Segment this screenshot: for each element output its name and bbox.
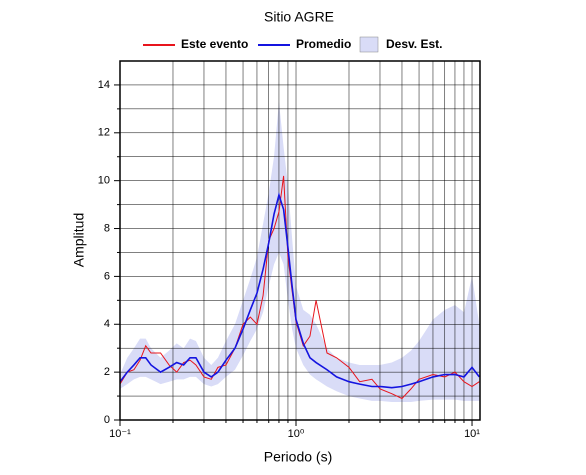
legend-label: Este evento	[181, 37, 248, 51]
chart-title: Sitio AGRE	[264, 9, 334, 25]
x-tick-label: 10⁻¹	[109, 428, 131, 440]
y-tick-label: 14	[98, 79, 110, 91]
legend-label: Promedio	[296, 37, 351, 51]
y-tick-label: 12	[98, 127, 110, 139]
y-tick-label: 0	[104, 414, 110, 426]
y-tick-label: 2	[104, 366, 110, 378]
x-tick-label: 10⁰	[288, 428, 305, 440]
y-tick-label: 6	[104, 270, 110, 282]
std-band	[120, 101, 480, 403]
x-tick-label: 10¹	[464, 428, 480, 440]
x-axis-label: Periodo (s)	[264, 449, 332, 465]
y-tick-label: 8	[104, 222, 110, 234]
y-tick-label: 4	[104, 318, 110, 330]
legend-swatch	[359, 36, 379, 53]
plot-frame	[119, 60, 481, 421]
y-tick-label: 10	[98, 175, 110, 187]
series-line	[119, 175, 480, 400]
y-axis-label: Amplitud	[71, 213, 87, 267]
series-line	[119, 192, 480, 389]
legend-label: Desv. Est.	[386, 37, 442, 51]
